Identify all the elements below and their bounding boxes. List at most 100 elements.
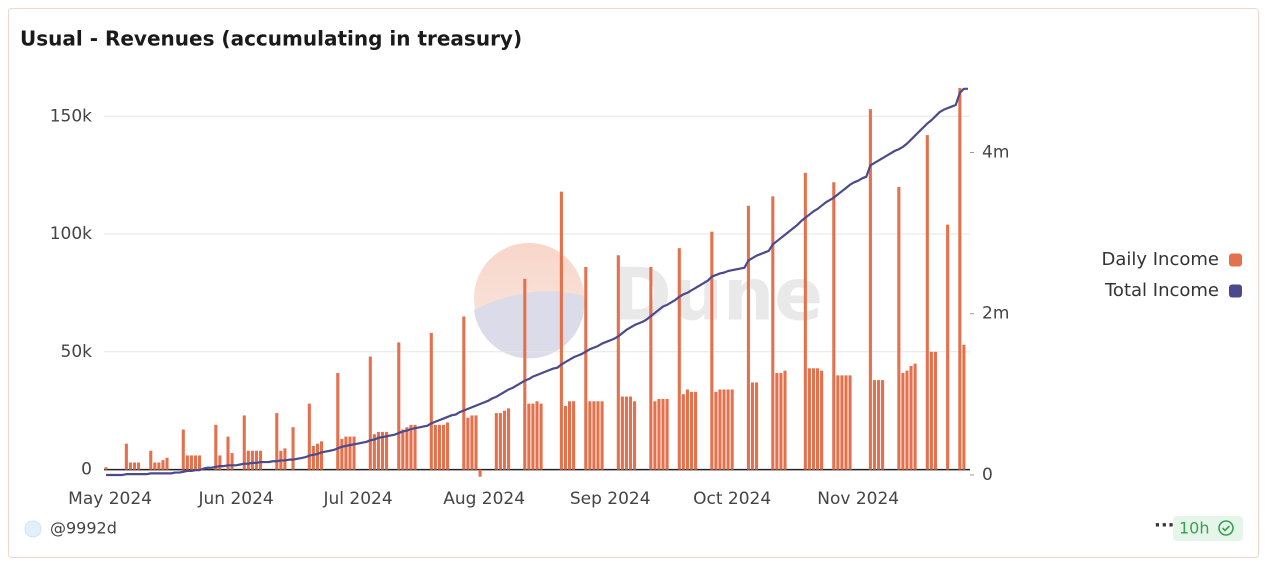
bar (771, 196, 775, 470)
bar (413, 424, 417, 470)
bar (775, 373, 779, 470)
bar (531, 403, 535, 470)
bar (218, 455, 222, 470)
bar (722, 389, 726, 470)
bar (694, 391, 698, 470)
bar (807, 368, 811, 470)
bar (962, 344, 966, 470)
bar (315, 443, 319, 470)
bar (380, 431, 385, 470)
bar (214, 424, 218, 470)
bar (811, 368, 816, 470)
bar (933, 351, 937, 470)
bar (958, 88, 962, 470)
legend-swatch (1229, 284, 1242, 298)
bar (803, 172, 807, 470)
bar (750, 382, 755, 470)
legend-label: Total Income (1104, 280, 1219, 301)
bar (437, 424, 441, 470)
bar (653, 401, 657, 470)
bar (710, 231, 714, 470)
line (106, 87, 968, 477)
bar (246, 450, 250, 470)
bar (291, 427, 295, 470)
bar (730, 389, 734, 470)
bar (397, 342, 401, 470)
bar (584, 267, 588, 470)
bar (539, 403, 543, 470)
x-tick-label: Oct 2024 (693, 489, 771, 509)
bar (336, 373, 340, 470)
bar (628, 396, 633, 470)
author[interactable]: @9992d (50, 519, 117, 538)
bar (592, 401, 596, 470)
bar (128, 462, 132, 470)
bar (494, 413, 498, 470)
bar (161, 460, 165, 470)
bar (600, 401, 604, 470)
bar (620, 396, 624, 470)
bar (946, 224, 950, 470)
bar (376, 431, 380, 470)
check-icon (1218, 520, 1234, 536)
bar (197, 455, 202, 470)
bar (157, 462, 161, 470)
bar (714, 391, 718, 470)
x-tick-label: Jun 2024 (198, 489, 274, 509)
bar (506, 408, 511, 470)
bar (897, 186, 901, 470)
legend-swatch (1229, 253, 1242, 267)
bar (433, 424, 437, 470)
bar (718, 389, 722, 470)
bar (502, 410, 507, 470)
bar (254, 450, 259, 470)
bar (596, 401, 600, 470)
bar (478, 469, 482, 477)
watermark: Dune (474, 243, 823, 359)
bar (441, 424, 446, 470)
bar (832, 182, 836, 470)
bar (149, 450, 153, 470)
bar (429, 332, 433, 470)
bar (104, 467, 108, 470)
bar (226, 436, 230, 470)
bar (649, 267, 653, 470)
bar (307, 403, 311, 470)
avatar (24, 520, 42, 538)
bar (563, 405, 568, 470)
bar (661, 398, 665, 470)
menu-dots[interactable]: ··· (1154, 515, 1175, 536)
bar (153, 462, 157, 470)
bar (401, 429, 405, 470)
bar (352, 436, 356, 470)
bar (348, 436, 352, 470)
bar (372, 434, 376, 470)
bar (462, 316, 466, 470)
bar (470, 415, 474, 470)
bar (677, 248, 681, 470)
y-tick-label: 0 (81, 460, 92, 480)
x-tick-label: Jul 2024 (323, 489, 393, 509)
x-tick-label: Sep 2024 (570, 489, 651, 509)
bar (185, 455, 189, 470)
bar (385, 431, 389, 470)
bar (909, 365, 913, 470)
x-tick-label: Aug 2024 (443, 489, 525, 509)
bar (844, 375, 848, 470)
bar (250, 450, 254, 470)
bar (474, 415, 478, 470)
bar (881, 380, 885, 470)
bar (193, 455, 198, 470)
y-tick-label: 100k (50, 224, 92, 244)
bar (616, 255, 620, 470)
bar (840, 375, 844, 470)
chart-title: Usual - Revenues (accumulating in treasu… (20, 27, 522, 51)
check-mark (1221, 525, 1231, 532)
y2-tick-label: 2m (982, 304, 1009, 324)
bar (848, 375, 852, 470)
bar (624, 396, 628, 470)
bar (165, 457, 169, 470)
y2-tick-label: 0 (982, 465, 993, 485)
bar (189, 455, 193, 470)
